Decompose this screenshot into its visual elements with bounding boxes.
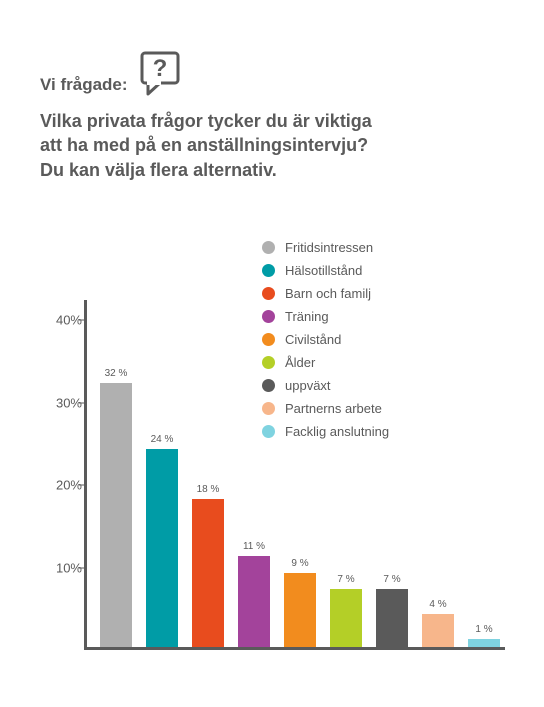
prompt-label: Vi frågade: xyxy=(40,75,128,101)
legend-marker xyxy=(262,264,275,277)
bar-wrap: 18 % xyxy=(192,484,224,648)
bar xyxy=(146,449,178,647)
y-tick-mark xyxy=(79,567,85,568)
bar-value-label: 11 % xyxy=(243,541,265,552)
legend-label: Barn och familj xyxy=(285,286,371,301)
y-tick-label: 40% xyxy=(50,313,82,328)
bar-value-label: 1 % xyxy=(475,624,492,635)
y-tick-label: 20% xyxy=(50,478,82,493)
bar-value-label: 7 % xyxy=(383,574,400,585)
bar xyxy=(284,573,316,647)
bar xyxy=(422,614,454,647)
y-axis xyxy=(84,300,87,650)
legend-label: Fritidsintressen xyxy=(285,240,373,255)
bar-value-label: 9 % xyxy=(291,558,308,569)
bar-value-label: 32 % xyxy=(105,368,128,379)
prompt-line: Vi frågade: ? xyxy=(40,50,504,101)
legend-item: Fritidsintressen xyxy=(262,240,389,255)
question-line: att ha med på en anställningsintervju? xyxy=(40,133,504,157)
y-tick-label: 30% xyxy=(50,395,82,410)
y-tick-mark xyxy=(79,485,85,486)
legend-item: Hälsotillstånd xyxy=(262,263,389,278)
question-line: Du kan välja flera alternativ. xyxy=(40,158,504,182)
question-line: Vilka privata frågor tycker du är viktig… xyxy=(40,109,504,133)
svg-text:?: ? xyxy=(152,55,167,82)
bar-value-label: 7 % xyxy=(337,574,354,585)
bar-wrap: 4 % xyxy=(422,599,454,647)
bar xyxy=(330,589,362,647)
bar-wrap: 7 % xyxy=(330,574,362,647)
chart: 32 % 24 % 18 % 11 % 9 % 7 % 7 % 4 % 1 % 10% 20% 30… xyxy=(50,300,505,670)
bar-wrap: 11 % xyxy=(238,541,270,647)
question-text: Vilka privata frågor tycker du är viktig… xyxy=(40,109,504,182)
y-tick-mark xyxy=(79,402,85,403)
bar-value-label: 24 % xyxy=(151,434,174,445)
question-icon: ? xyxy=(138,50,182,101)
bar xyxy=(376,589,408,647)
bar-wrap: 1 % xyxy=(468,624,500,647)
bar xyxy=(192,499,224,648)
y-tick-mark xyxy=(79,320,85,321)
bar xyxy=(238,556,270,647)
bar xyxy=(100,383,132,647)
bar xyxy=(468,639,500,647)
bar-value-label: 4 % xyxy=(429,599,446,610)
legend-marker xyxy=(262,241,275,254)
header: Vi frågade: ? Vilka privata frågor tycke… xyxy=(0,0,544,182)
bar-wrap: 32 % xyxy=(100,368,132,647)
bar-wrap: 24 % xyxy=(146,434,178,647)
y-tick-label: 10% xyxy=(50,560,82,575)
bar-wrap: 9 % xyxy=(284,558,316,647)
x-axis xyxy=(84,647,505,650)
legend-label: Hälsotillstånd xyxy=(285,263,362,278)
legend-item: Barn och familj xyxy=(262,286,389,301)
bar-wrap: 7 % xyxy=(376,574,408,647)
bars-container: 32 % 24 % 18 % 11 % 9 % 7 % 7 % 4 % 1 % xyxy=(100,317,505,647)
bar-value-label: 18 % xyxy=(197,484,220,495)
legend-marker xyxy=(262,287,275,300)
